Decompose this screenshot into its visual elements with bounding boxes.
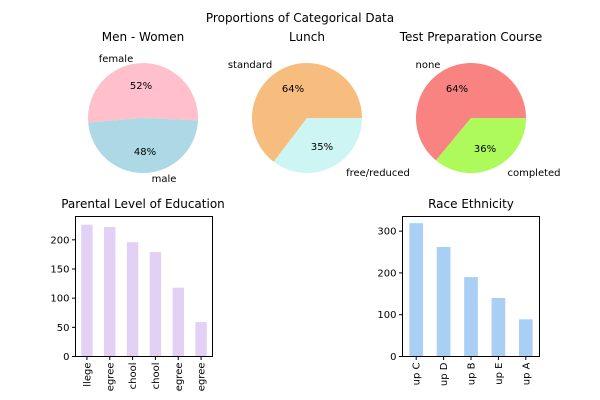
x-tick-label: egree	[105, 363, 116, 392]
bar-egree	[172, 287, 184, 357]
y-tick-label: 200	[377, 268, 396, 279]
x-tick-label: up D	[439, 362, 450, 386]
pie-slice-none	[416, 63, 526, 161]
pie-chart-lunch: Lunch standard free/reduced 64% 35%	[228, 30, 410, 179]
pie-label-none: none	[416, 60, 441, 71]
pie-pct-completed: 36%	[474, 144, 496, 155]
pie-chart-test-prep: Test Preparation Course none completed 6…	[399, 30, 561, 179]
pie-title-men-women: Men - Women	[102, 30, 184, 44]
bar-up-b	[464, 277, 478, 357]
bar-up-d	[436, 247, 451, 357]
bar-egree	[104, 227, 116, 357]
yticks-parental-education: 0 50 100 150 200	[50, 235, 76, 363]
pie-title-test-prep: Test Preparation Course	[399, 30, 542, 44]
bars-parental-education	[81, 224, 207, 357]
pie-slice-free-reduced	[273, 118, 362, 174]
bar-chool	[149, 252, 162, 357]
bar-egree	[195, 322, 207, 357]
bar-title-parental-education: Parental Level of Education	[61, 197, 225, 211]
pie-label-female: female	[99, 54, 133, 65]
y-tick-label: 100	[377, 310, 396, 321]
pie-chart-men-women: Men - Women female male 52% 48%	[87, 30, 198, 185]
x-tick-label: chool	[151, 363, 162, 390]
plot-frame-parental-education	[75, 216, 213, 357]
x-tick-label: egree	[174, 363, 185, 392]
pie-label-standard: standard	[228, 60, 272, 71]
pie-pct-female: 52%	[130, 81, 152, 92]
pie-slice-male	[88, 118, 198, 174]
bar-chart-parental-education: Parental Level of Education 0 50 100 150 200…	[50, 197, 224, 391]
y-tick-label: 0	[390, 352, 396, 363]
plot-frame-race-ethnicity	[402, 216, 540, 357]
pie-label-free-reduced: free/reduced	[346, 168, 410, 179]
pie-slice-standard	[252, 63, 362, 162]
x-tick-label: llege	[82, 363, 93, 387]
pie-label-completed: completed	[507, 168, 560, 179]
bar-title-race-ethnicity: Race Ethnicity	[428, 197, 514, 211]
y-tick-label: 50	[57, 323, 70, 334]
y-tick-label: 300	[377, 227, 396, 238]
pie-pct-none: 64%	[446, 84, 468, 95]
x-tick-label: up C	[412, 362, 423, 385]
xticks-race-ethnicity: up C up D up B up E up A	[412, 356, 532, 386]
y-tick-label: 150	[50, 265, 69, 276]
y-tick-label: 0	[63, 352, 69, 363]
bar-chool	[126, 242, 139, 357]
x-tick-label: egree	[197, 363, 208, 392]
x-tick-label: up E	[494, 363, 505, 385]
bar-up-a	[518, 319, 533, 357]
pie-title-lunch: Lunch	[289, 30, 325, 44]
pie-pct-standard: 64%	[282, 84, 304, 95]
bar-up-c	[409, 223, 424, 357]
pie-slices-lunch	[252, 63, 362, 174]
bars-race-ethnicity	[409, 223, 533, 357]
y-tick-label: 200	[50, 235, 69, 246]
pie-slice-female	[87, 63, 198, 123]
x-tick-label: up A	[521, 362, 532, 385]
pie-pct-male: 48%	[134, 147, 156, 158]
yticks-race-ethnicity: 0 100 200 300	[377, 227, 403, 363]
pie-pct-free-reduced: 35%	[311, 142, 333, 153]
bar-llege	[81, 224, 93, 357]
xticks-parental-education: llege egree chool chool egree egree	[82, 356, 208, 392]
pie-slices-men-women	[87, 63, 198, 174]
x-tick-label: chool	[128, 363, 139, 390]
x-tick-label: up B	[467, 362, 478, 385]
bar-up-e	[491, 297, 506, 357]
pie-label-male: male	[152, 174, 177, 185]
y-tick-label: 100	[50, 294, 69, 305]
figure-suptitle: Proportions of Categorical Data	[206, 11, 394, 25]
pie-slice-completed	[435, 118, 526, 174]
pie-slices-test-prep	[416, 63, 526, 174]
